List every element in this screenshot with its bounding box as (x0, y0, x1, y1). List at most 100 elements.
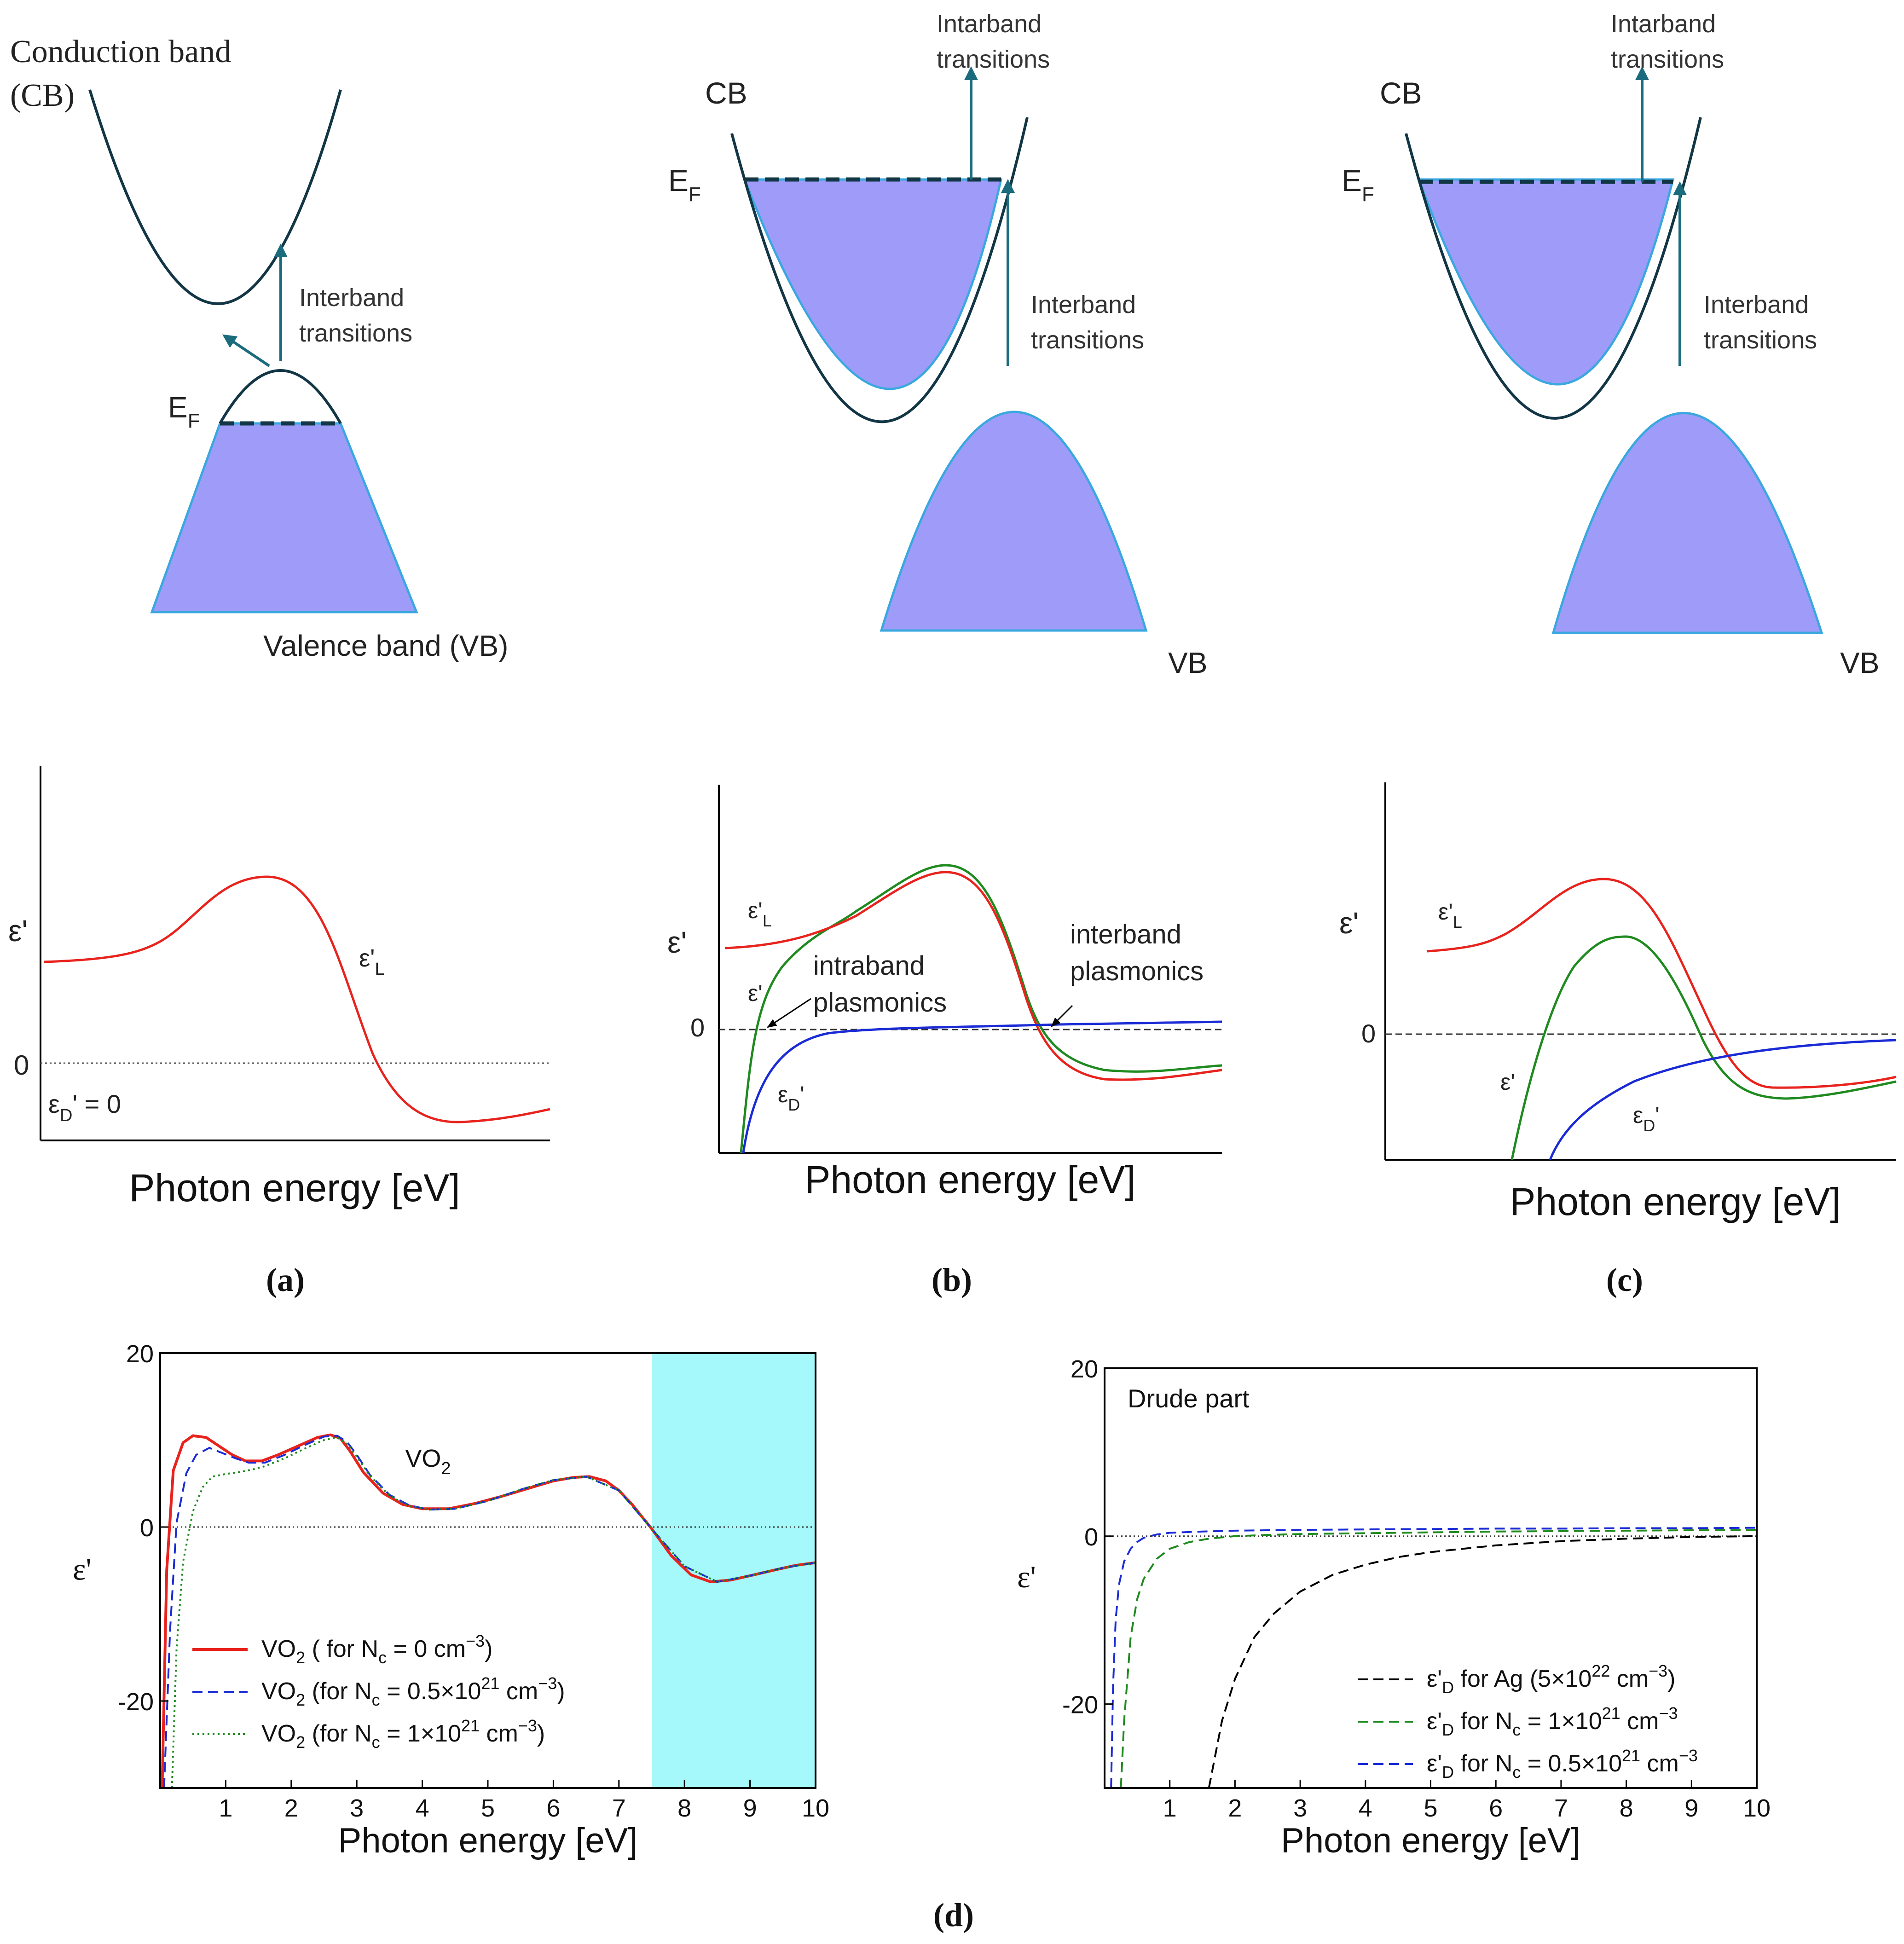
svg-text:intraband: intraband (813, 951, 925, 981)
svg-text:0: 0 (1361, 1019, 1376, 1048)
cb-label: Conduction band (10, 34, 231, 69)
svg-text:0: 0 (14, 1050, 29, 1081)
x-axis-label: Photon energy [eV] (1281, 1821, 1580, 1860)
svg-text:EF: EF (1342, 163, 1374, 206)
svg-text:transitions: transitions (1704, 326, 1817, 354)
eps-D-rest: ' = 0 (72, 1089, 121, 1118)
intraband-arrow (767, 998, 811, 1028)
legend-sub: 2 (296, 1733, 305, 1752)
legend-post2: ) (557, 1678, 565, 1705)
legend-post1: = 0 cm (387, 1636, 466, 1662)
legend-entry: VO2 ( for Nc = 0 cm−3) (261, 1632, 492, 1667)
eps-L-sub: L (1453, 913, 1462, 932)
legend-mid: (for N (305, 1720, 371, 1747)
zero-label: 0 (1361, 1019, 1376, 1048)
xlabel: Photon energy [eV] (1510, 1180, 1840, 1223)
vb-fill (150, 422, 418, 613)
zero-label: 0 (690, 1013, 705, 1042)
legend-post2: ) (537, 1720, 545, 1747)
legend-post1: = 1×10 (380, 1720, 461, 1747)
x-tick-label: 7 (1554, 1794, 1568, 1822)
ef-label: E (1342, 163, 1362, 197)
eps-L-sub: L (375, 960, 384, 979)
legend-sub: D (1442, 1763, 1454, 1782)
legend-sub2: c (372, 1690, 380, 1709)
caption-a: (a) (266, 1261, 305, 1298)
eps-L-label: ε' (748, 897, 763, 923)
legend-sub: 2 (296, 1648, 305, 1667)
legend-sub2: c (1512, 1763, 1521, 1782)
legend-post1: = 0.5×10 (380, 1678, 481, 1705)
eps-D-label: ε (48, 1089, 60, 1118)
legend-sup: −3 (1659, 1704, 1678, 1723)
cb-curve (1405, 117, 1702, 420)
svg-text:Interband: Interband (1031, 291, 1136, 318)
legend-post3: cm (1620, 1708, 1659, 1735)
legend-sup1: 21 (481, 1674, 499, 1693)
y-tick-label: -20 (1062, 1691, 1098, 1719)
svg-text:EF: EF (168, 391, 200, 432)
legend-pre: VO (261, 1720, 296, 1747)
chart-title: Drude part (1128, 1384, 1250, 1413)
svg-text:ε': ε' (1339, 906, 1359, 940)
svg-text:CB: CB (705, 76, 747, 110)
svg-text:Intarband: Intarband (937, 10, 1042, 38)
interband-arrow (1051, 1005, 1073, 1027)
interband-label-2: plasmonics (1070, 956, 1204, 986)
eps-plot-a: ε' 0 ε'L εD' = 0 Photon energy [eV] (8, 766, 550, 1209)
caption-c: (c) (1606, 1261, 1643, 1298)
y-axis-label: ε' (73, 1552, 92, 1587)
eps-L-curve (1426, 878, 1897, 1089)
eps-L-curve (724, 871, 1222, 1081)
caption-b: (b) (932, 1261, 972, 1298)
interband-label-2: transitions (1704, 326, 1817, 354)
band-diagram-b: CB EF Intarband transitions Interband tr… (668, 10, 1207, 679)
x-tick-label: 4 (416, 1794, 429, 1822)
legend-mid: (for N (305, 1678, 371, 1705)
legend-sub: D (1442, 1720, 1454, 1739)
eps-plot-b: ε' 0 ε'L ε' εD' intraband plasmonics int… (667, 785, 1222, 1201)
y-tick-label: 20 (1071, 1355, 1098, 1383)
x-tick-label: 2 (284, 1794, 298, 1822)
cb-fill (1417, 178, 1675, 386)
x-tick-label: 2 (1228, 1794, 1242, 1822)
x-axis-label: Photon energy [eV] (338, 1821, 638, 1860)
legend-entry: ε'D for Nc = 1×1021 cm−3 (1427, 1704, 1678, 1739)
vb-curve (219, 369, 342, 424)
x-tick-label: 8 (677, 1794, 691, 1822)
svg-text:ε': ε' (8, 914, 28, 948)
x-tick-label: 3 (350, 1794, 364, 1822)
legend-entry: VO2 (for Nc = 0.5×1021 cm−3) (261, 1674, 565, 1709)
eps-D-curve (1549, 1039, 1897, 1160)
legend-pre: ε' (1427, 1708, 1442, 1735)
x-tick-label: 8 (1620, 1794, 1633, 1822)
svg-text:(c): (c) (1606, 1261, 1643, 1298)
x-tick-label: 10 (1743, 1794, 1771, 1822)
legend-pre: ε' (1427, 1666, 1442, 1692)
legend-entry: ε'D for Ag (5×1022 cm−3) (1427, 1661, 1676, 1697)
x-tick-label: 5 (481, 1794, 495, 1822)
eps-label: ε' (1500, 1069, 1515, 1095)
svg-text:ε': ε' (748, 980, 763, 1006)
eps-D-sub: D (1643, 1116, 1655, 1135)
legend-sub: D (1442, 1678, 1454, 1697)
svg-text:EF: EF (668, 163, 701, 206)
legend-sup: −3 (466, 1632, 485, 1650)
legend-sup: −3 (1649, 1661, 1667, 1680)
svg-text:εD': εD' (1633, 1102, 1660, 1135)
intarband-label-1: Intarband (1611, 10, 1716, 38)
eps-D-sub: D (788, 1095, 800, 1114)
vb-fill (1551, 412, 1823, 634)
eps-L-label: ε' (359, 944, 375, 972)
eps-D-sub: D (60, 1106, 72, 1125)
svg-text:(a): (a) (266, 1261, 305, 1298)
legend-post3: cm (499, 1678, 538, 1705)
intraband-label-1: intraband (813, 951, 925, 981)
svg-text:(CB): (CB) (10, 78, 75, 113)
eps-curve (1510, 935, 1897, 1160)
cb-label-2: (CB) (10, 78, 75, 113)
svg-text:transitions: transitions (1031, 326, 1144, 354)
interband-label-1: Interband (299, 284, 404, 312)
x-tick-label: 6 (546, 1794, 560, 1822)
